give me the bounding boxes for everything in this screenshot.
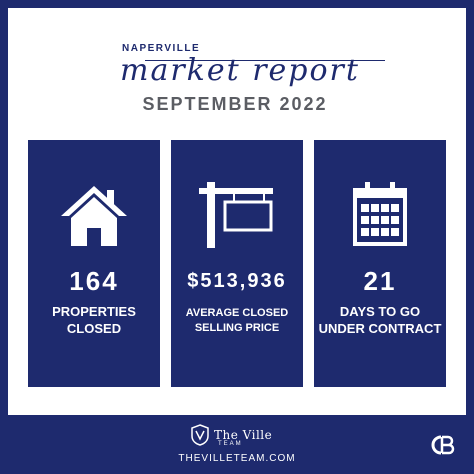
brand-name: The Ville	[214, 428, 273, 442]
stat-value: $513,936	[187, 270, 287, 292]
stat-tile-average-price: $513,936 AVERAGE CLOSED SELLING PRICE	[171, 140, 303, 387]
stat-tile-days-under-contract: 21 DAYS TO GO UNDER CONTRACT	[314, 140, 446, 387]
stat-label: DAYS TO GO UNDER CONTRACT	[318, 304, 442, 336]
coldwell-banker-logo-icon	[428, 433, 456, 462]
house-icon	[28, 180, 160, 250]
stat-label: PROPERTIES CLOSED	[52, 304, 136, 336]
stat-label: AVERAGE CLOSED SELLING PRICE	[185, 307, 289, 334]
website-link[interactable]: THEVILLETEAM.COM	[178, 453, 296, 464]
stat-tile-properties-closed: 164 PROPERTIES CLOSED	[28, 140, 160, 387]
report-month: SEPTEMBER 2022	[142, 94, 328, 114]
footer: The Ville TEAM THEVILLETEAM.COM	[0, 415, 474, 474]
title-underline	[145, 60, 385, 61]
sign-icon	[171, 180, 303, 250]
brand-logo: The Ville TEAM	[190, 423, 272, 447]
calendar-icon	[314, 180, 446, 250]
shield-icon	[191, 424, 209, 446]
brand-sub: TEAM	[218, 441, 243, 447]
stat-value: 21	[363, 266, 397, 296]
city-name: NAPERVILLE	[122, 43, 201, 54]
report-script-title: market report	[120, 53, 360, 88]
stat-value: 164	[69, 266, 119, 296]
